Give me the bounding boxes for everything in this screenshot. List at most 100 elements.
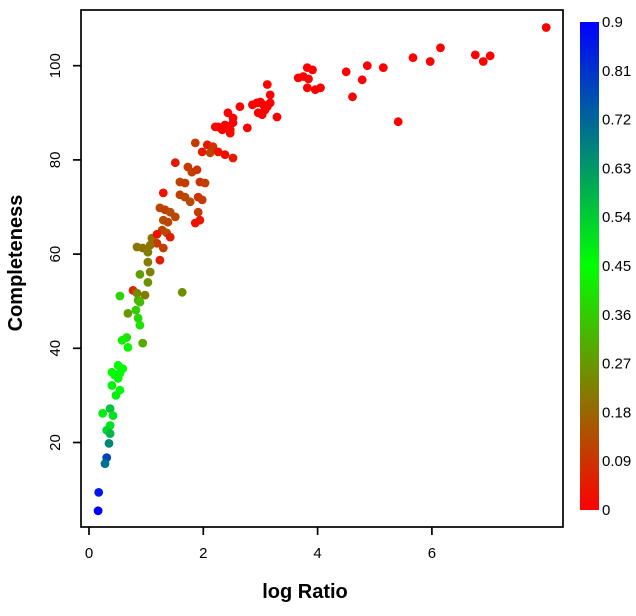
data-point [170, 158, 180, 168]
data-point [135, 270, 145, 279]
data-point [133, 313, 143, 323]
data-point [197, 147, 207, 157]
data-point [348, 92, 357, 102]
data-point [485, 51, 495, 61]
data-point [180, 178, 190, 188]
colorbar-labels: 0.9 0.81 0.72 0.63 0.54 0.45 0.36 0.27 0.18 0.09 0 [602, 14, 631, 519]
data-point [117, 335, 127, 345]
data-point [217, 125, 227, 135]
data-point [185, 197, 195, 207]
colorbar-tick-label: 0 [602, 502, 610, 519]
data-point [228, 153, 238, 163]
data-point [192, 165, 202, 175]
data-point [145, 240, 155, 250]
data-point [145, 267, 155, 277]
data-point [165, 232, 175, 242]
data-point [205, 148, 215, 158]
data-point [341, 67, 351, 77]
data-point [210, 122, 220, 132]
y-tick-label: 80 [47, 152, 64, 169]
data-point [213, 147, 223, 157]
data-point [108, 411, 118, 421]
data-point [260, 105, 270, 115]
data-point [235, 102, 245, 112]
y-tick-label: 100 [47, 53, 64, 78]
data-point [478, 57, 488, 66]
data-point [105, 404, 115, 413]
colorbar [580, 22, 599, 510]
data-point [170, 212, 180, 222]
colorbar-tick-label: 0.18 [602, 404, 631, 421]
data-point [132, 288, 142, 298]
colorbar-tick-label: 0.72 [602, 112, 631, 129]
plot-border [80, 9, 564, 528]
colorbar-tick-label: 0.45 [602, 258, 631, 275]
data-point [357, 75, 367, 85]
data-point [138, 338, 148, 348]
colorbar-tick-label: 0.63 [602, 160, 631, 177]
data-point [302, 83, 312, 93]
data-point [104, 439, 114, 448]
data-point [304, 74, 313, 84]
data-point [193, 207, 203, 217]
data-point [152, 229, 162, 239]
data-point [425, 57, 435, 66]
data-point [143, 247, 153, 257]
data-point [105, 429, 115, 438]
data-point [107, 381, 117, 390]
data-point [408, 53, 418, 63]
data-points-layer [93, 23, 551, 516]
data-point [143, 278, 153, 287]
data-point [107, 367, 117, 377]
data-point [225, 128, 235, 138]
data-point [228, 118, 238, 128]
data-point [131, 305, 141, 315]
colorbar-tick-label: 0.54 [602, 209, 631, 226]
data-point [98, 408, 108, 418]
colorbar-tick-label: 0.81 [602, 63, 631, 80]
y-axis-ticks: 20 40 60 80 100 [47, 53, 81, 451]
x-axis-ticks: 0 2 4 6 [85, 527, 436, 562]
data-point [541, 23, 551, 32]
data-point [155, 255, 165, 265]
x-tick-label: 4 [313, 545, 321, 562]
data-point [316, 83, 325, 93]
data-point [152, 238, 162, 248]
data-point [242, 123, 252, 133]
y-tick-label: 60 [47, 246, 64, 263]
x-tick-label: 6 [428, 545, 436, 562]
data-point [111, 391, 121, 400]
data-point [94, 488, 104, 497]
data-point [123, 343, 133, 352]
y-tick-label: 20 [47, 434, 64, 451]
data-point [113, 374, 123, 383]
x-tick-label: 0 [85, 545, 93, 562]
data-point [190, 218, 200, 228]
data-point [143, 257, 153, 267]
data-point [200, 178, 210, 188]
data-point [177, 287, 187, 297]
data-point [220, 150, 230, 160]
x-axis-title: log Ratio [262, 581, 348, 603]
data-point [378, 63, 388, 72]
data-point [308, 65, 317, 75]
colorbar-tick-label: 0.36 [602, 307, 631, 324]
data-point [115, 291, 125, 301]
x-tick-label: 2 [199, 545, 207, 562]
data-point [135, 320, 145, 330]
data-point [140, 290, 150, 300]
data-point [158, 188, 168, 198]
data-point [158, 243, 168, 253]
data-point [362, 61, 372, 71]
colorbar-tick-label: 0.9 [602, 14, 623, 31]
data-point [262, 80, 272, 89]
data-point [100, 459, 110, 469]
data-point [265, 98, 275, 108]
data-point [93, 506, 103, 516]
y-tick-label: 40 [47, 340, 64, 357]
colorbar-tick-label: 0.09 [602, 453, 631, 470]
data-point [132, 242, 142, 252]
data-point [190, 138, 200, 148]
colorbar-tick-label: 0.27 [602, 356, 631, 373]
